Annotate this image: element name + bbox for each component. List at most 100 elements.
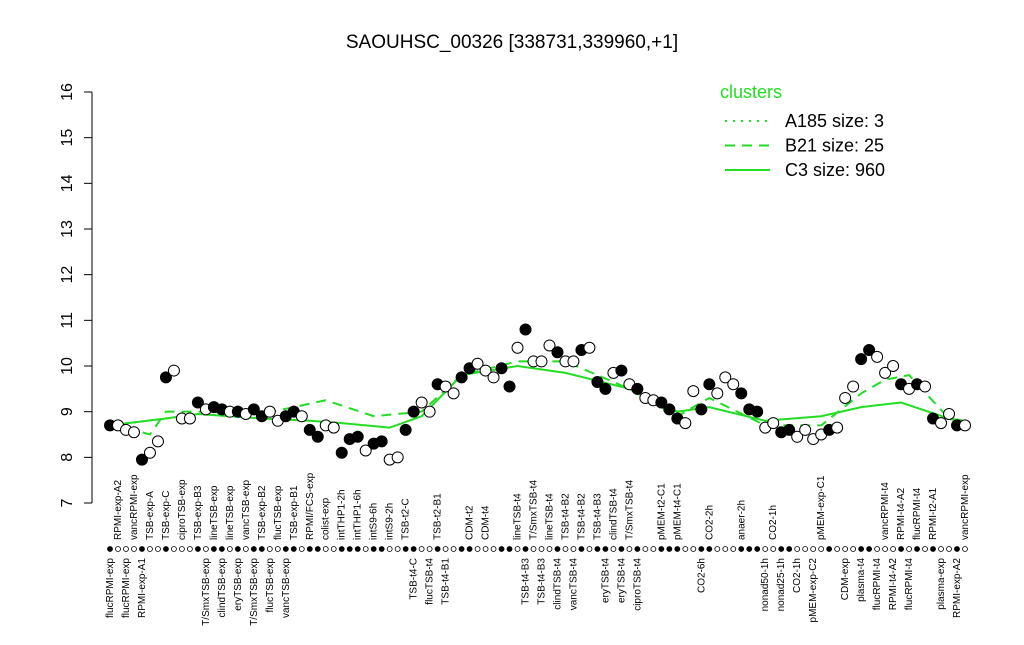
x-tick-label: TSB-exp-A [145, 491, 156, 540]
sample-marker [610, 546, 617, 552]
sample-marker [618, 546, 625, 552]
x-tick-label: vancRPMI-exp [960, 474, 971, 540]
legend-label: A185 size: 3 [785, 111, 884, 131]
x-tick-label: colist-exp [321, 497, 332, 540]
data-point [455, 371, 468, 384]
sample-marker [194, 546, 201, 552]
sample-marker [163, 546, 169, 552]
sample-marker [778, 546, 785, 552]
sample-marker [786, 546, 793, 552]
sample-marker [882, 546, 888, 552]
x-tick-label: T/SmxTSB-t4 [529, 480, 540, 540]
data-point [599, 382, 612, 395]
data-point [863, 344, 876, 357]
data-point [711, 387, 724, 400]
data-point [247, 403, 260, 416]
sample-marker [722, 546, 729, 552]
sample-marker [514, 546, 521, 552]
x-tick-label: ciproTSB-t4 [632, 558, 643, 611]
sample-marker [674, 546, 681, 552]
sample-marker [498, 546, 505, 552]
sample-marker [107, 546, 113, 552]
data-point [879, 366, 892, 379]
data-point [631, 382, 644, 395]
x-tick-label: lineTSB-t4 [513, 493, 524, 540]
sample-marker [290, 546, 297, 552]
x-tick-label: eryTSB-t4 [600, 558, 611, 603]
sample-marker [418, 546, 425, 552]
sample-marker [634, 546, 641, 552]
sample-marker [578, 546, 585, 552]
sample-marker [242, 546, 249, 552]
data-point [535, 355, 548, 368]
sample-marker [426, 546, 433, 552]
x-tick-label: CDM-exp [840, 558, 851, 601]
legend-label: B21 size: 25 [785, 136, 884, 156]
data-point [783, 423, 796, 436]
x-tick-label: TSB-t4-B1 [441, 558, 452, 605]
data-point [839, 391, 852, 404]
x-tick-label: TSB-exp-B1 [289, 485, 300, 540]
sample-marker [690, 546, 697, 552]
data-point [359, 444, 372, 457]
data-point [495, 362, 508, 375]
chart-title: SAOUHSC_00326 [338731,339960,+1] [346, 32, 678, 53]
x-tick-label: CDM-t2 [465, 505, 476, 540]
sample-marker [802, 546, 809, 552]
sample-marker [394, 546, 401, 552]
x-tick-label: plasma-t4 [856, 558, 867, 602]
data-point [471, 357, 484, 370]
sample-marker [131, 546, 137, 552]
sample-marker [810, 546, 817, 552]
y-tick-label: 10 [59, 357, 76, 375]
x-tick-label: RPMI-exp-A2 [952, 558, 963, 618]
x-tick-label: vancRPMI-t4 [880, 482, 891, 540]
data-point [143, 446, 156, 459]
data-point [167, 364, 180, 377]
sample-marker [746, 546, 753, 552]
sample-marker [570, 546, 577, 552]
data-point [399, 423, 412, 436]
x-tick-label: intTHP1-2h [337, 489, 348, 540]
sample-marker [858, 546, 865, 552]
data-point [511, 341, 524, 354]
data-point [679, 417, 692, 430]
sample-marker [171, 546, 177, 552]
sample-marker [506, 546, 513, 552]
sample-marker [962, 546, 968, 552]
x-tick-label: flucRPMI-exp [121, 558, 132, 618]
data-point [847, 380, 860, 393]
data-point [695, 403, 708, 416]
sample-marker [842, 546, 849, 552]
sample-marker [754, 546, 761, 552]
x-tick-label: nonad25-1h [776, 558, 787, 611]
sample-marker [434, 546, 441, 552]
sample-marker [266, 546, 273, 552]
legend-title: clusters [720, 82, 782, 102]
sample-marker [187, 546, 193, 552]
x-tick-label: ciproTSB-exp [177, 479, 188, 540]
sample-marker [442, 546, 449, 552]
sample-marker [666, 546, 673, 552]
data-point [551, 346, 564, 359]
sample-marker [890, 546, 896, 552]
sample-marker [898, 546, 904, 552]
x-tick-label: RPMI-exp-A1 [137, 558, 148, 618]
x-tick-label: TSB-t4-C [409, 558, 420, 600]
sample-marker [123, 546, 129, 552]
data-point [415, 396, 428, 409]
data-point [543, 339, 556, 352]
x-tick-label: CO2-2h [704, 505, 715, 540]
data-point [719, 371, 732, 384]
data-point [375, 435, 388, 448]
sample-marker [370, 546, 377, 552]
data-point [943, 407, 956, 420]
data-point [151, 435, 164, 448]
sample-marker [330, 546, 337, 552]
sample-marker [346, 546, 353, 552]
x-tick-label: CO2-6h [696, 558, 707, 593]
data-point [263, 405, 276, 418]
y-tick-label: 13 [59, 220, 76, 238]
x-tick-label: eryTSB-t4 [616, 558, 627, 603]
data-point [423, 405, 436, 418]
